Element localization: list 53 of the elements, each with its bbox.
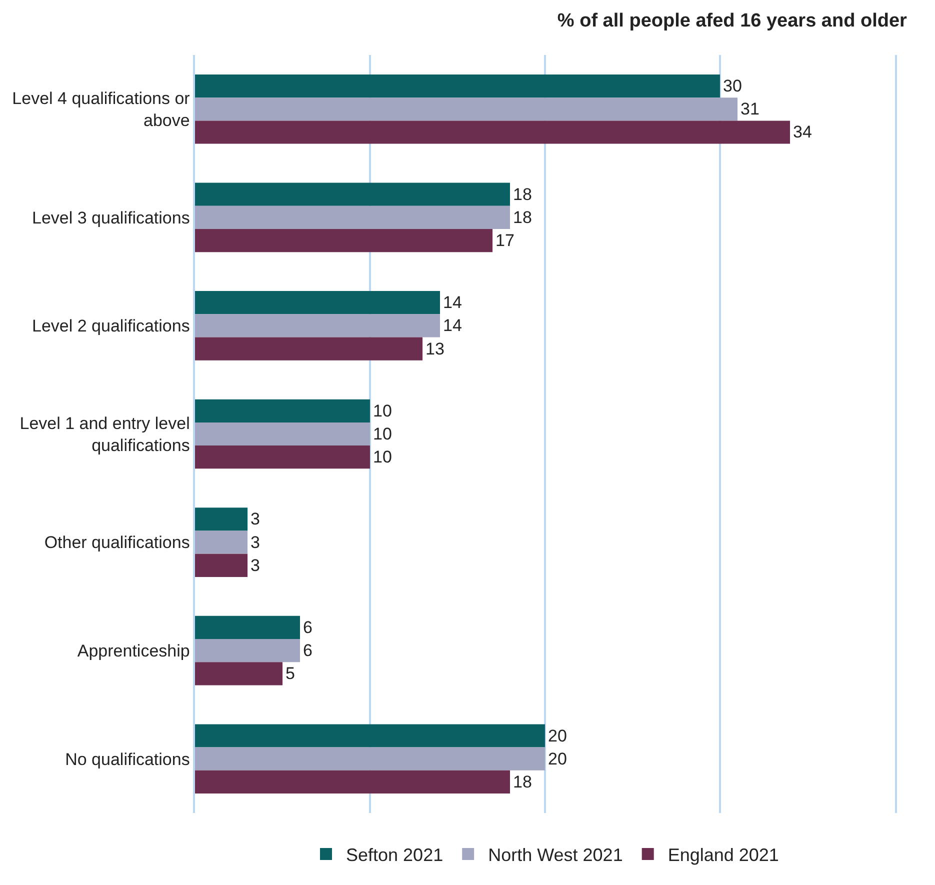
bar — [195, 508, 248, 531]
data-label: 18 — [513, 208, 532, 227]
y-tick-label: Level 3 qualifications — [32, 208, 190, 228]
data-label: 31 — [740, 100, 760, 119]
bar — [195, 182, 510, 206]
bar — [195, 314, 440, 338]
data-label: 20 — [548, 749, 567, 768]
y-tick-label: Level 4 qualifications or above — [12, 89, 190, 130]
bar — [195, 228, 492, 252]
y-tick-label: Level 2 qualifications — [32, 316, 190, 336]
bar — [195, 399, 370, 422]
legend-label: England 2021 — [668, 844, 779, 865]
y-tick-label: No qualifications — [65, 750, 190, 769]
data-label: 13 — [426, 339, 444, 358]
y-tick-label: Apprenticeship — [77, 642, 190, 661]
bar — [195, 74, 720, 98]
bar — [195, 337, 422, 360]
bar — [195, 530, 248, 554]
bar — [195, 422, 370, 446]
bar — [195, 747, 545, 770]
data-label: 3 — [250, 532, 260, 552]
bar — [195, 291, 440, 314]
data-label: 18 — [513, 772, 532, 792]
data-label: 14 — [443, 316, 462, 336]
data-label: 6 — [303, 641, 312, 660]
data-label: 34 — [793, 122, 812, 142]
bar — [195, 616, 300, 640]
bar — [195, 662, 282, 686]
legend-label: Sefton 2021 — [346, 844, 444, 865]
data-label: 17 — [496, 231, 514, 250]
data-label: 3 — [250, 510, 260, 529]
bar — [195, 639, 300, 662]
bar — [195, 724, 545, 748]
y-tick-label: Level 1 and entry level qualifications — [20, 414, 190, 455]
legend-label: North West 2021 — [488, 844, 623, 865]
data-label: 6 — [303, 618, 312, 637]
bar — [195, 770, 510, 794]
chart-title: % of all people afed 16 years and older — [557, 10, 908, 32]
data-label: 10 — [373, 424, 392, 444]
data-label: 30 — [723, 76, 742, 96]
bar — [195, 446, 370, 469]
bar — [195, 554, 248, 577]
data-label: 14 — [443, 293, 462, 312]
data-label: 20 — [548, 726, 567, 746]
bar — [195, 206, 510, 229]
data-label: 5 — [286, 664, 295, 684]
data-label: 10 — [373, 401, 392, 420]
bar — [195, 120, 790, 144]
y-tick-label: Other qualifications — [44, 533, 190, 552]
bar — [195, 98, 738, 121]
data-label: 3 — [250, 556, 260, 575]
data-label: 10 — [373, 448, 392, 467]
data-label: 18 — [513, 184, 532, 204]
